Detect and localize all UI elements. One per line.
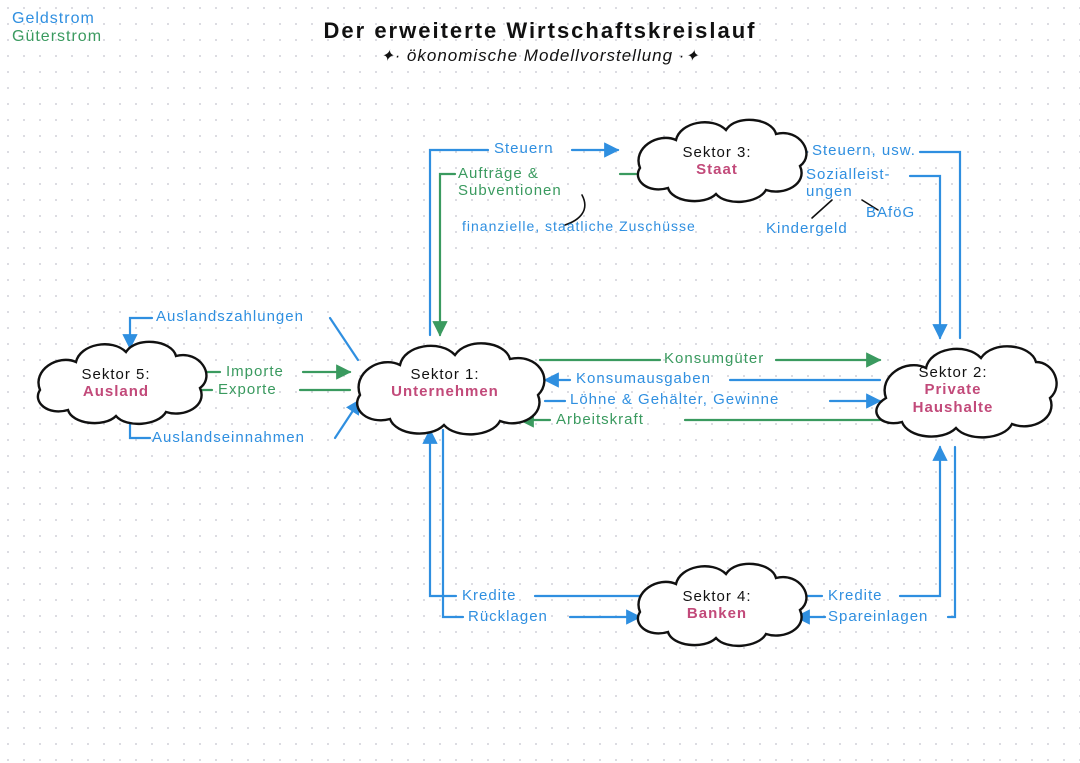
label-konsumgueter: Konsumgüter [664,350,764,367]
label-steuern-r: Steuern, usw. [812,142,916,159]
label-ruecklagen: Rücklagen [468,608,548,625]
node-banken: Sektor 4: Banken [657,588,777,623]
label-exporte: Exporte [218,381,277,398]
label-kredite-r: Kredite [828,587,883,604]
label-spareinlagen: Spareinlagen [828,608,928,625]
note-zuschuesse: finanzielle, staatliche Zuschüsse [462,218,696,234]
label-auftraege: Aufträge & Subventionen [458,165,562,199]
label-auslandseinnahmen: Auslandseinnahmen [152,429,305,446]
label-kredite-l: Kredite [462,587,517,604]
label-arbeitskraft: Arbeitskraft [556,411,644,428]
node-haushalte: Sektor 2: Private Haushalte [898,364,1008,416]
label-steuern-l: Steuern [494,140,554,157]
label-importe: Importe [226,363,284,380]
node-ausland: Sektor 5: Ausland [56,366,176,401]
label-auslandszahlungen: Auslandszahlungen [156,308,304,325]
node-staat: Sektor 3: Staat [657,144,777,179]
label-bafoeg: BAföG [866,204,915,221]
label-konsumausgaben: Konsumausgaben [576,370,711,387]
node-unternehmen: Sektor 1: Unternehmen [380,366,510,401]
label-loehne: Löhne & Gehälter, Gewinne [570,391,779,408]
label-kindergeld: Kindergeld [766,220,848,237]
label-sozialleistungen: Sozialleist- ungen [806,166,891,200]
